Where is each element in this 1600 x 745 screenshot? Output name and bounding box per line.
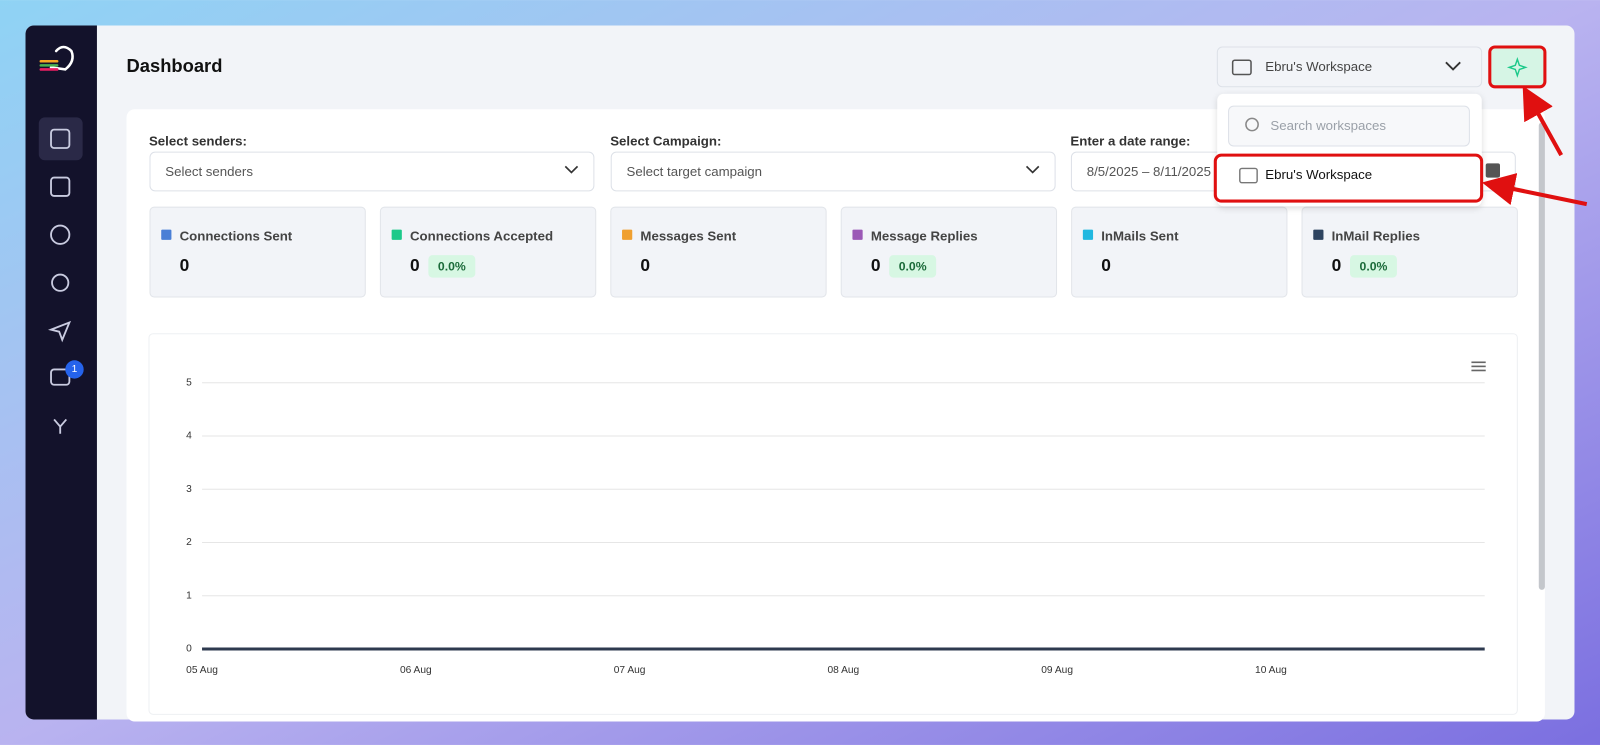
stat-value: 0	[410, 255, 420, 275]
nav-analytics[interactable]	[50, 128, 71, 149]
sparkle-icon	[1506, 56, 1528, 78]
briefcase-icon	[1239, 167, 1258, 184]
stat-card	[149, 206, 366, 298]
stat-label: Messages Sent	[640, 228, 736, 243]
stat-label: InMail Replies	[1332, 228, 1420, 243]
stat-card	[1301, 206, 1518, 298]
stat-rate-pill	[889, 255, 937, 278]
stat-label: Connections Sent	[180, 228, 293, 243]
x-tick-label: 05 Aug	[186, 665, 218, 676]
y-tick-label: 2	[186, 537, 192, 548]
search-icon	[1245, 117, 1259, 132]
stat-value: 0	[180, 255, 190, 275]
y-tick-label: 5	[186, 377, 192, 388]
chevron	[1445, 61, 1461, 71]
workspace-name: Ebru's Workspace	[1265, 59, 1372, 74]
logo	[39, 45, 74, 71]
y-tick-label: 0	[186, 644, 192, 655]
stat-card	[610, 206, 827, 298]
stat-value: 0	[640, 255, 650, 275]
stat-swatch	[1313, 229, 1324, 240]
stat-card	[1071, 206, 1288, 298]
chart-menu[interactable]	[1471, 361, 1486, 372]
y-tick-label: 1	[186, 590, 192, 601]
stat-label: InMails Sent	[1101, 228, 1179, 243]
search-box[interactable]	[1228, 105, 1470, 147]
filter-placeholder: 8/5/2025 – 8/11/2025	[1087, 164, 1211, 179]
badge	[65, 360, 84, 379]
filter-placeholder: Select target campaign	[627, 164, 763, 179]
nav-campaigns[interactable]	[47, 320, 72, 343]
annotation-arrow	[1522, 85, 1564, 157]
stat-value: 0	[1332, 255, 1342, 275]
sidebar-active	[38, 117, 83, 161]
nav-messages[interactable]	[50, 368, 71, 386]
chevron	[564, 165, 579, 174]
filter-label: Select senders:	[149, 133, 247, 148]
stat-rate-pill	[1350, 255, 1397, 278]
nav-profile[interactable]	[50, 224, 71, 245]
chart-panel	[148, 333, 1518, 715]
filter-input[interactable]	[610, 151, 1056, 192]
stat-swatch	[852, 229, 863, 240]
stat-swatch	[161, 229, 172, 240]
stat-label: Connections Accepted	[410, 228, 553, 243]
x-tick-label: 07 Aug	[614, 665, 646, 676]
filter-label: Select Campaign:	[610, 133, 721, 148]
stat-rate: 0.0%	[438, 260, 466, 274]
filter-placeholder: Select senders	[165, 164, 253, 179]
briefcase-icon	[1231, 59, 1252, 76]
stat-swatch	[1082, 229, 1094, 240]
x-tick-label: 09 Aug	[1041, 665, 1073, 676]
ai-button[interactable]	[1488, 45, 1547, 89]
stat-swatch	[622, 229, 633, 240]
stat-label: Message Replies	[871, 228, 978, 243]
nav-network[interactable]	[51, 273, 70, 292]
workspace-select[interactable]	[1216, 46, 1483, 88]
x-tick-label: 06 Aug	[400, 665, 432, 676]
stat-card	[840, 206, 1058, 298]
stat-swatch	[391, 229, 402, 240]
filter-input[interactable]	[149, 151, 595, 192]
workspace-item[interactable]	[1213, 153, 1484, 203]
stat-value: 0	[1101, 255, 1111, 275]
stat-rate: 0.0%	[899, 260, 927, 274]
search-placeholder: Search workspaces	[1270, 118, 1386, 133]
stat-rate-pill	[428, 255, 476, 278]
stat-card	[379, 206, 597, 298]
scrollbar	[1538, 122, 1545, 590]
nav-integrations[interactable]	[53, 418, 68, 434]
stat-rate: 0.0%	[1360, 260, 1388, 274]
chevron	[1025, 165, 1040, 174]
calendar-icon	[1485, 163, 1500, 178]
y-tick-label: 4	[186, 431, 192, 442]
page-title: Dashboard	[127, 55, 223, 76]
stat-value: 0	[871, 255, 881, 275]
sidebar	[25, 25, 97, 720]
badge-count: 1	[72, 364, 78, 375]
workspace-item-name: Ebru's Workspace	[1265, 167, 1372, 182]
filter-label: Enter a date range:	[1070, 133, 1190, 148]
nav-linkedin[interactable]	[50, 176, 71, 197]
annotation-arrow	[1481, 173, 1588, 207]
x-tick-label: 10 Aug	[1255, 665, 1287, 676]
y-tick-label: 3	[186, 484, 192, 495]
x-tick-label: 08 Aug	[828, 665, 860, 676]
